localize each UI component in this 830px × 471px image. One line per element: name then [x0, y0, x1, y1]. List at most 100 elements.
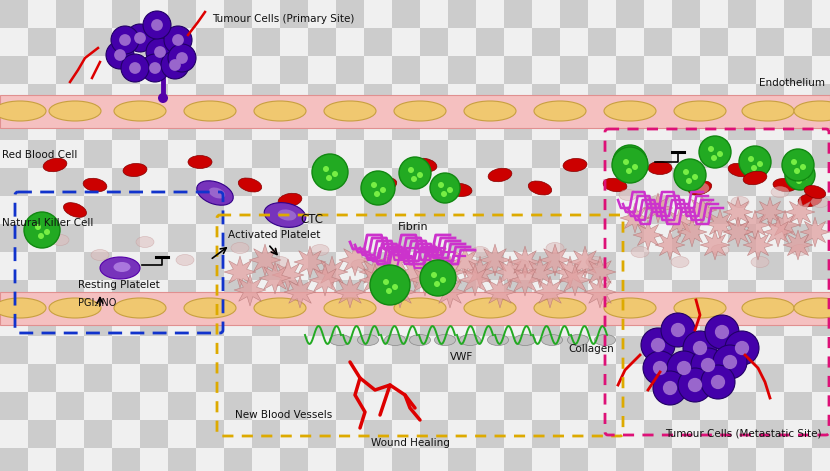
Ellipse shape: [100, 257, 140, 279]
Ellipse shape: [91, 250, 109, 260]
Bar: [112, 252, 140, 280]
Bar: [84, 420, 112, 448]
Bar: [28, 0, 56, 28]
Bar: [560, 56, 588, 84]
Bar: [560, 448, 588, 471]
Bar: [364, 28, 392, 56]
Bar: [280, 196, 308, 224]
Circle shape: [151, 19, 163, 31]
Bar: [224, 84, 252, 112]
Bar: [140, 280, 168, 308]
Polygon shape: [224, 256, 256, 288]
Ellipse shape: [448, 183, 472, 196]
Bar: [560, 420, 588, 448]
Bar: [140, 140, 168, 168]
Circle shape: [653, 361, 667, 375]
Bar: [28, 420, 56, 448]
Bar: [28, 28, 56, 56]
Bar: [616, 420, 644, 448]
Bar: [28, 448, 56, 471]
Polygon shape: [479, 244, 511, 276]
Bar: [252, 112, 280, 140]
Bar: [168, 56, 196, 84]
Bar: [504, 168, 532, 196]
Bar: [280, 0, 308, 28]
Bar: [420, 448, 448, 471]
Circle shape: [710, 375, 725, 389]
Bar: [56, 168, 84, 196]
Circle shape: [161, 51, 189, 79]
Bar: [504, 392, 532, 420]
Ellipse shape: [271, 257, 289, 268]
Polygon shape: [316, 256, 348, 288]
Bar: [448, 252, 476, 280]
Bar: [364, 448, 392, 471]
Bar: [756, 196, 784, 224]
Polygon shape: [665, 207, 695, 237]
Bar: [336, 196, 364, 224]
Circle shape: [688, 378, 702, 392]
Bar: [364, 280, 392, 308]
Bar: [84, 84, 112, 112]
Text: Tumour Cells (Metastatic Site): Tumour Cells (Metastatic Site): [666, 428, 822, 438]
Bar: [448, 56, 476, 84]
Text: VWF: VWF: [450, 352, 473, 362]
Bar: [812, 252, 830, 280]
Bar: [756, 84, 784, 112]
Bar: [56, 280, 84, 308]
Bar: [728, 252, 756, 280]
Bar: [112, 420, 140, 448]
Polygon shape: [434, 276, 466, 308]
Ellipse shape: [83, 178, 107, 192]
Bar: [140, 196, 168, 224]
Bar: [588, 84, 616, 112]
Circle shape: [126, 24, 154, 52]
Bar: [644, 308, 672, 336]
Bar: [532, 168, 560, 196]
Bar: [112, 140, 140, 168]
Bar: [280, 252, 308, 280]
Bar: [280, 392, 308, 420]
Bar: [812, 0, 830, 28]
Bar: [308, 84, 336, 112]
Bar: [812, 140, 830, 168]
Bar: [252, 28, 280, 56]
Bar: [728, 420, 756, 448]
Bar: [308, 0, 336, 28]
Bar: [364, 140, 392, 168]
Bar: [700, 140, 728, 168]
Bar: [644, 392, 672, 420]
Circle shape: [172, 34, 184, 46]
Bar: [504, 420, 532, 448]
Bar: [784, 196, 812, 224]
Ellipse shape: [176, 254, 194, 266]
Bar: [588, 392, 616, 420]
Bar: [224, 112, 252, 140]
Ellipse shape: [114, 101, 166, 121]
Circle shape: [411, 176, 417, 182]
Circle shape: [708, 146, 714, 152]
Bar: [504, 140, 532, 168]
Bar: [756, 56, 784, 84]
Bar: [700, 84, 728, 112]
Bar: [140, 448, 168, 471]
Ellipse shape: [278, 210, 296, 220]
Bar: [336, 140, 364, 168]
Polygon shape: [309, 264, 341, 296]
Bar: [588, 364, 616, 392]
Bar: [280, 280, 308, 308]
Polygon shape: [484, 276, 516, 308]
Bar: [672, 280, 700, 308]
Bar: [252, 168, 280, 196]
Bar: [420, 56, 448, 84]
Bar: [364, 56, 392, 84]
Bar: [84, 56, 112, 84]
Bar: [308, 168, 336, 196]
Bar: [0, 140, 28, 168]
Ellipse shape: [464, 298, 516, 318]
Ellipse shape: [184, 298, 236, 318]
Ellipse shape: [49, 101, 101, 121]
Bar: [336, 28, 364, 56]
Bar: [308, 364, 336, 392]
Bar: [84, 0, 112, 28]
